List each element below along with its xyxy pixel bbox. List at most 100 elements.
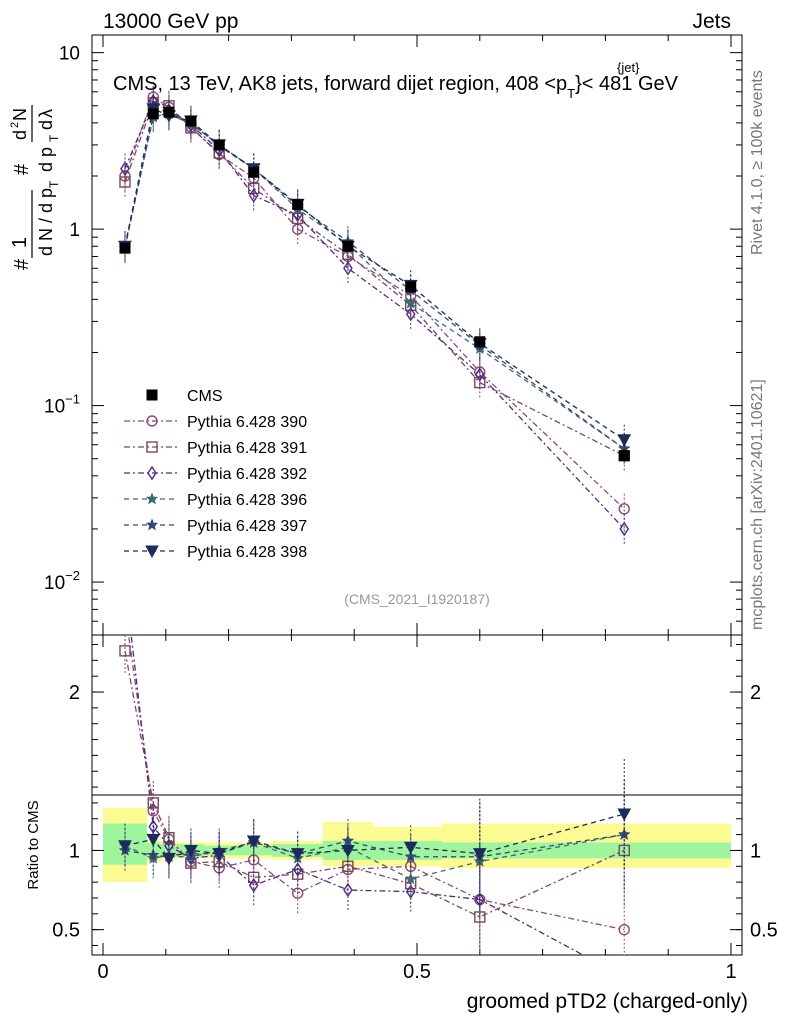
ratio-line-1 [127,635,625,931]
ratio-point-3 [248,878,259,893]
series-point-3 [405,306,416,322]
legend-marker-cms [146,389,158,401]
reference-points-group [119,106,630,462]
ratio-point-1 [618,923,630,936]
svg-text:N: N [10,108,30,121]
chart-title-sup: {jet} [617,60,640,75]
chart-title-main: CMS, 13 TeV, AK8 jets, forward dijet reg… [113,73,567,95]
cms-data-point [248,166,260,178]
y-tick-label: 10−1 [44,392,80,418]
legend-label-4: Pythia 6.428 396 [187,492,307,509]
x-tick-label: 1 [725,961,736,983]
ratio-point-6 [472,848,487,861]
analysis-id-label: (CMS_2021_I1920187) [344,591,490,607]
ratio-point-3 [148,819,159,834]
cms-data-point [213,139,225,151]
ratio-point-5 [617,827,631,841]
series-point-6 [617,434,632,447]
cms-data-point [474,336,486,348]
ratio-point-3 [292,862,303,877]
ratio-point-4 [404,872,418,885]
ratio-point-6 [403,841,418,855]
chart-title-end: }< 481 GeV [575,73,679,95]
ratio-uncertainty-bands [103,807,731,883]
cms-data-point [147,108,159,120]
cms-data-point [185,115,197,127]
inner-band-bin [523,842,731,859]
ratio-point-6 [290,848,305,861]
rivet-version-label: Rivet 4.1.0, ≥ 100k events [749,70,766,255]
legend-marker-4 [145,492,159,505]
ratio-tick-label-right: 0.5 [750,920,778,942]
legend-marker-6 [145,545,159,559]
series-point-3 [619,521,630,537]
ratio-y-axis-label: Ratio to CMS [25,800,42,889]
svg-text:2: 2 [9,122,21,128]
series-point-1 [618,503,630,515]
ratio-point-6 [617,808,632,822]
legend-label-1: Pythia 6.428 390 [187,414,307,431]
ratio-tick-label-right: 2 [750,682,761,704]
ratio-tick-label: 2 [69,682,80,704]
ratio-point-6 [341,844,355,858]
cms-data-point [119,242,131,254]
legend-marker-5 [145,518,159,531]
legend-marker-1 [146,415,158,427]
ratio-point-6 [212,848,227,861]
svg-text:1: 1 [9,237,31,248]
cms-data-point [618,450,630,462]
ratio-point-2 [119,645,131,657]
legend-label-3: Pythia 6.428 392 [187,466,307,483]
legend-marker-3 [147,465,157,481]
cms-data-point [405,281,417,293]
ratio-point-6 [184,844,198,858]
legend-label-5: Pythia 6.428 397 [187,518,307,535]
collision-energy-label: 13000 GeV pp [103,10,238,33]
svg-text:#: # [11,258,33,270]
ratio-point-6 [118,840,132,853]
x-tick-label: 0.5 [403,961,431,983]
ratio-point-6 [246,835,261,848]
series-point-4 [404,296,418,309]
svg-text:d N / d p: d N / d p [36,188,56,256]
chart-title-sub: T [567,86,575,101]
svg-text:d: d [10,130,30,140]
ratio-point-3 [474,892,485,907]
svg-text:d: d [36,120,56,130]
svg-text:T: T [47,134,61,142]
ratio-tick-label-right: 1 [750,840,761,862]
cms-data-point [342,240,354,252]
ratio-line-3 [130,635,585,955]
ratio-point-5 [341,834,355,847]
legend: CMS Pythia 6.428 390 Pythia 6.428 391 Pythi… [124,388,307,561]
legend-label-2: Pythia 6.428 391 [187,440,307,457]
legend-label-6: Pythia 6.428 398 [187,544,307,561]
svg-text:d p: d p [36,147,56,172]
inner-band-bin [373,840,443,860]
svg-text:#: # [11,163,33,175]
svg-text:T: T [47,180,61,188]
ratio-point-5 [404,850,418,863]
x-axis-label: groomed pTD2 (charged-only) [467,990,748,1013]
y-tick-label: 10−2 [44,568,80,594]
ratio-point-2 [147,797,159,809]
series-point-3 [474,367,485,382]
ratio-line-2 [124,650,625,918]
ratio-line-4 [124,833,625,880]
y-tick-label: 10 [59,44,80,65]
x-tick-label: 0 [97,961,108,983]
svg-text:λ: λ [36,109,56,118]
ratio-point-6 [146,833,161,847]
legend-marker-2 [146,441,158,453]
mcplots-label: mcplots.cern.ch [arXiv:2401.10621] [749,379,766,630]
series-point-3 [343,261,353,276]
ratio-tick-label: 0.5 [52,920,80,942]
chart-title: CMS, 13 TeV, AK8 jets, forward dijet reg… [113,73,679,101]
ratio-point-6 [162,852,176,866]
jets-label: Jets [692,10,731,33]
ratio-series-group [118,635,632,955]
series-point-2 [119,176,131,188]
ratio-line-6 [124,813,625,860]
